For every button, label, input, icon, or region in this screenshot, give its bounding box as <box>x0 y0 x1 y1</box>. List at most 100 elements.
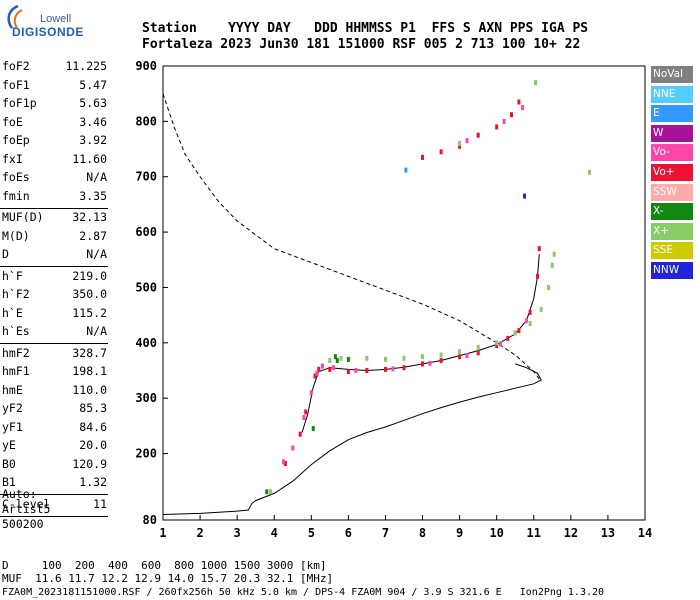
data-point-vo- <box>476 350 480 356</box>
data-point-x- <box>339 355 343 361</box>
curve-profile <box>162 363 542 515</box>
param-label: yF2 <box>2 401 23 415</box>
legend-item-vo-: Vo+ <box>651 164 693 181</box>
auto-label: Auto: <box>2 487 37 501</box>
param-label: yE <box>2 438 16 452</box>
data-point-vo- <box>498 341 502 347</box>
data-point-x- <box>384 356 387 362</box>
param-value: 115.2 <box>72 305 107 320</box>
param-separator <box>0 266 108 267</box>
data-point-vo- <box>291 445 295 451</box>
param-value: 2.87 <box>79 228 107 243</box>
param-value: 198.1 <box>72 364 107 378</box>
param-value: 20.0 <box>79 438 107 452</box>
y-tick-label: 600 <box>135 225 157 239</box>
data-point-vo- <box>315 370 319 376</box>
data-point-x- <box>539 307 543 313</box>
y-tick-label: 80 <box>143 513 157 527</box>
param-row-m-d-: M(D) 2.87 <box>2 229 107 247</box>
param-value: N/A <box>86 247 107 261</box>
param-value: 11.225 <box>65 59 107 73</box>
auto-version: 500200 <box>2 517 44 531</box>
param-row-hmf1: hmF1 198.1 <box>2 364 107 382</box>
data-point-vo- <box>402 365 406 371</box>
data-point-vo- <box>458 354 462 360</box>
param-value: 5.47 <box>79 77 107 92</box>
param-row-b1: B1 1.32 <box>2 475 107 493</box>
param-label: C-level <box>2 496 51 511</box>
legend-item-x-: X+ <box>651 222 693 240</box>
data-point-e <box>404 167 408 173</box>
param-row-h-f: h`F 219.0 <box>2 269 107 287</box>
param-value: 11 <box>93 496 107 511</box>
data-point-vo- <box>517 99 521 105</box>
data-point-vo- <box>302 415 306 421</box>
data-point-vo- <box>421 361 424 367</box>
param-label: M(D) <box>2 228 30 243</box>
data-point-vo- <box>458 143 462 149</box>
data-point-vo- <box>528 309 532 315</box>
data-point-x- <box>265 489 269 495</box>
data-point-vo- <box>495 343 499 349</box>
param-row-fof2: foF2 11.225 <box>2 59 107 77</box>
legend-item-w: W <box>651 124 693 142</box>
data-point-x- <box>587 169 591 175</box>
param-row-hmf2: hmF2 328.7 <box>2 346 107 364</box>
param-label: fxI <box>2 151 23 166</box>
x-tick-label: 8 <box>419 526 426 540</box>
logo-digisonde: DIGISONDE <box>12 25 84 39</box>
param-row-h-es: h`Es N/A <box>2 324 107 342</box>
param-separator <box>0 494 108 495</box>
param-label: h`E <box>2 305 23 320</box>
param-row-ye: yE 20.0 <box>2 438 107 456</box>
param-row-h-e: h`E 115.2 <box>2 306 107 324</box>
param-label: foE <box>2 114 23 129</box>
param-value: 1.32 <box>79 475 107 489</box>
param-value: 110.0 <box>72 382 107 397</box>
data-point-vo- <box>313 373 317 379</box>
data-point-x- <box>328 358 332 363</box>
y-tick-label: 500 <box>135 280 157 294</box>
data-point-vo- <box>365 368 369 373</box>
param-label: fmin <box>2 188 30 203</box>
param-label: hmE <box>2 382 23 397</box>
param-row-fxi: fxI 11.60 <box>2 152 107 170</box>
x-tick-label: 1 <box>159 526 166 540</box>
data-point-vo- <box>320 363 324 369</box>
data-point-vo- <box>309 390 313 396</box>
param-label: foEs <box>2 170 30 184</box>
data-point-x- <box>421 354 424 360</box>
data-point-vo- <box>282 459 285 465</box>
data-point-x- <box>439 352 443 358</box>
data-point-x- <box>335 358 339 363</box>
param-label: hmF2 <box>2 345 30 360</box>
legend-item-nne: NNE <box>651 85 693 103</box>
data-point-x- <box>269 489 272 495</box>
param-label: h`F2 <box>2 287 30 301</box>
y-tick-label: 300 <box>135 391 157 405</box>
x-tick-label: 13 <box>601 526 615 540</box>
param-value: 84.6 <box>79 419 107 434</box>
legend-item-vo-: Vo- <box>651 144 693 162</box>
data-point-x- <box>550 262 554 268</box>
y-tick-label: 800 <box>135 114 157 128</box>
data-point-vo- <box>332 365 336 371</box>
param-row-muf-d-: MUF(D) 32.13 <box>2 210 107 228</box>
x-tick-label: 5 <box>308 526 315 540</box>
y-tick-label: 200 <box>135 447 157 461</box>
data-point-vo- <box>465 138 469 144</box>
data-point-x- <box>458 349 462 355</box>
x-tick-label: 11 <box>527 526 541 540</box>
param-row-c-level: C-level 11 <box>2 497 107 515</box>
data-point-vo- <box>354 368 358 373</box>
param-label: foEp <box>2 133 30 147</box>
x-tick-label: 9 <box>456 526 463 540</box>
param-row-foe: foE 3.46 <box>2 115 107 133</box>
param-row-yf1: yF1 84.6 <box>2 420 107 438</box>
param-label: foF1 <box>2 77 30 92</box>
data-point-vo- <box>317 366 321 372</box>
param-value: N/A <box>86 170 107 184</box>
param-row-yf2: yF2 85.3 <box>2 401 107 419</box>
